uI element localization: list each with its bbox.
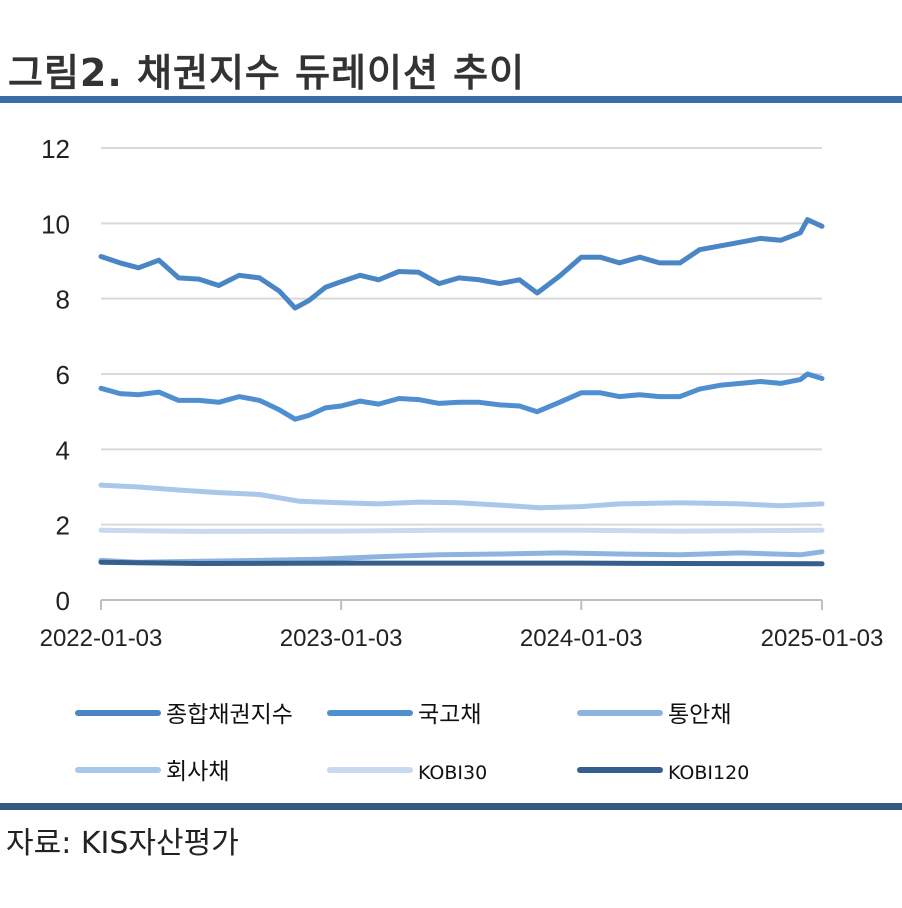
grid-layer (101, 147, 822, 526)
series-line-4 (98, 527, 825, 534)
legend-label-2: 통안채 (668, 702, 731, 728)
legend-label-5: KOBI120 (668, 762, 749, 784)
x-tick-label: 2023-01-03 (280, 625, 403, 652)
y-tick-label: 0 (56, 586, 70, 616)
y-tick-label: 8 (56, 285, 70, 315)
series-line-3 (98, 482, 825, 511)
x-tick-label: 2022-01-03 (40, 625, 163, 652)
axis-layer: 0 2 4 6 8 10 12 2022-01-03 2023-01-03 2024-01-03 2… (40, 134, 884, 652)
y-tick-label: 6 (56, 360, 70, 390)
y-tick-label: 12 (41, 134, 70, 164)
series-line-0 (98, 217, 825, 311)
header-rule (0, 96, 902, 103)
series-layer (98, 217, 825, 567)
source-note: 자료: KIS자산평가 (6, 826, 239, 861)
legend-label-1: 국고채 (418, 702, 481, 728)
legend-label-0: 종합채권지수 (166, 702, 293, 728)
legend-label-3: 회사채 (166, 759, 229, 785)
y-tick-label: 4 (56, 435, 70, 465)
legend-label-4: KOBI30 (418, 762, 487, 784)
x-tick-label: 2025-01-03 (761, 625, 884, 652)
y-tick-label: 10 (41, 209, 70, 239)
duration-line-chart: 0 2 4 6 8 10 12 2022-01-03 2023-01-03 2024-01-03 2… (40, 134, 884, 785)
footer-rule (0, 803, 902, 810)
y-tick-label: 2 (56, 511, 70, 541)
x-tick-label: 2024-01-03 (520, 625, 643, 652)
series-line-5 (98, 559, 825, 567)
series-line-1 (98, 371, 825, 422)
chart-title: 그림2. 채권지수 듀레이션 추이 (8, 51, 526, 95)
